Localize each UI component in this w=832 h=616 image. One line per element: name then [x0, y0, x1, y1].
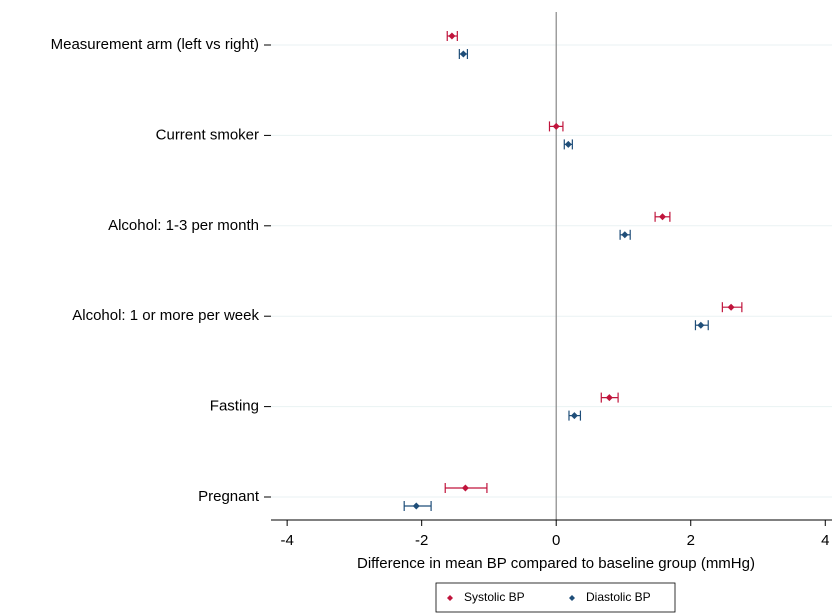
- x-tick-label: 4: [821, 532, 829, 549]
- y-tick-label: Pregnant: [198, 488, 260, 505]
- x-axis-label: Difference in mean BP compared to baseli…: [357, 555, 755, 572]
- point: [697, 321, 705, 329]
- point: [727, 303, 735, 311]
- point: [605, 394, 613, 402]
- legend-entry: Systolic BP: [447, 590, 525, 604]
- point: [448, 32, 456, 40]
- legend-entry: Diastolic BP: [569, 590, 651, 604]
- legend-marker: [569, 595, 575, 601]
- point: [552, 122, 560, 130]
- y-tick-label: Alcohol: 1-3 per month: [108, 217, 259, 234]
- point: [412, 502, 420, 510]
- y-tick-label: Fasting: [210, 398, 259, 415]
- point: [658, 213, 666, 221]
- x-tick-label: -2: [415, 532, 428, 549]
- legend-box: [435, 582, 676, 613]
- x-tick-label: 2: [687, 532, 695, 549]
- point: [621, 231, 629, 239]
- y-tick-label: Alcohol: 1 or more per week: [72, 307, 259, 324]
- x-tick-label: 0: [552, 532, 560, 549]
- x-tick-label: -4: [280, 532, 293, 549]
- legend-label: Systolic BP: [464, 590, 525, 604]
- point: [564, 140, 572, 148]
- legend-marker: [447, 595, 453, 601]
- y-tick-label: Measurement arm (left vs right): [51, 36, 259, 53]
- point: [461, 484, 469, 492]
- point: [459, 50, 467, 58]
- point: [570, 412, 578, 420]
- y-tick-label: Current smoker: [156, 126, 259, 143]
- legend-label: Diastolic BP: [586, 590, 651, 604]
